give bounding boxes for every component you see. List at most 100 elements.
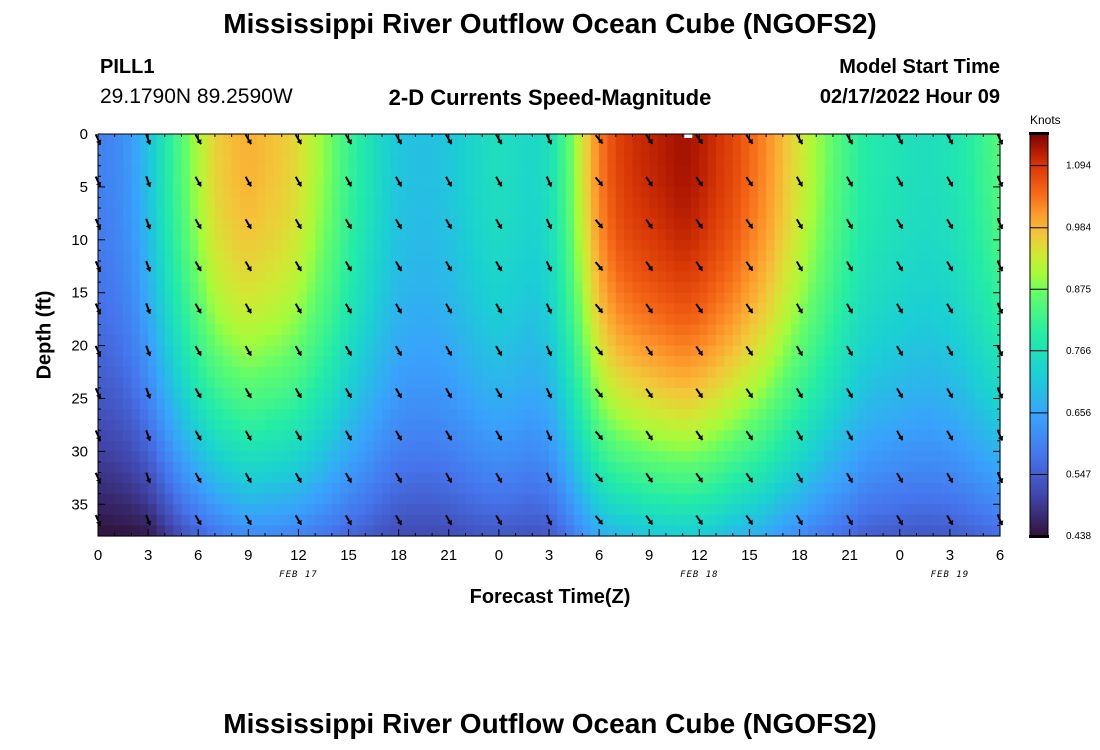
heatmap-cell [866,430,876,442]
heatmap-cell [198,472,208,484]
heatmap-cell [816,282,826,294]
heatmap-cell [757,144,767,156]
current-arrow [695,218,704,229]
heatmap-cell [832,155,842,167]
heatmap-cell [782,229,792,241]
heatmap-cell [532,514,542,527]
heatmap-cell [991,377,1001,389]
current-arrow [594,219,604,229]
heatmap-cell [465,483,475,495]
heatmap-cell [949,260,959,273]
heatmap-cell [757,377,767,389]
heatmap-cell [98,186,107,199]
current-arrow [344,176,353,187]
heatmap-cell [206,250,216,262]
heatmap-cell [323,165,333,177]
heatmap-cell [331,356,341,368]
heatmap-cell [239,186,249,199]
heatmap-cell [640,292,650,304]
heatmap-cell [139,356,149,368]
heatmap-cell [498,514,508,527]
heatmap-cell [123,493,133,505]
heatmap-cell [156,398,166,410]
heatmap-cell [123,229,133,241]
heatmap-cell [523,165,533,177]
heatmap-cell [916,176,926,188]
heatmap-cell [164,493,174,505]
heatmap-cell [807,229,817,241]
heatmap-cell [557,377,567,389]
heatmap-cell [381,208,391,220]
heatmap-cell [607,409,617,421]
heatmap-cell [181,313,191,326]
heatmap-cell [323,155,333,167]
current-arrow [194,387,202,399]
heatmap-cell [674,324,684,336]
heatmap-cell [114,387,124,400]
heatmap-cell [340,282,350,294]
heatmap-cell [599,303,609,315]
heatmap-cell [490,292,500,304]
heatmap-cell [624,419,634,431]
heatmap-cell [699,292,709,304]
heatmap-cell [799,409,809,421]
heatmap-cell [624,271,634,283]
heatmap-cell [866,292,876,304]
heatmap-cell [114,514,124,527]
heatmap-cell [123,504,133,516]
heatmap-cell [624,155,634,167]
heatmap-cell [281,155,291,167]
heatmap-cell [791,525,801,537]
heatmap-cell [732,208,742,220]
heatmap-cell [256,250,266,262]
heatmap-cell [899,303,909,315]
current-arrow [344,387,353,399]
heatmap-cell [866,313,876,326]
heatmap-cell [916,430,926,442]
heatmap-cell [565,176,575,188]
current-arrow [846,430,854,441]
heatmap-cell [607,504,617,516]
heatmap-cell [974,440,984,452]
heatmap-cell [448,292,458,304]
heatmap-cell [607,134,617,146]
heatmap-cell [423,134,433,146]
heatmap-cell [273,239,283,251]
heatmap-cell [490,271,500,283]
heatmap-cell [657,292,667,304]
heatmap-cell [348,282,358,294]
heatmap-cell [891,197,901,209]
heatmap-cell [716,377,725,389]
heatmap-cell [615,218,625,230]
heatmap-cell [732,197,742,209]
heatmap-cell [874,440,884,452]
heatmap-cell [682,208,692,220]
heatmap-cell [498,335,508,347]
heatmap-cell [657,451,667,463]
heatmap-cell [248,345,258,357]
heatmap-cell [490,387,500,400]
heatmap-cell [724,271,734,283]
heatmap-cell [223,493,233,505]
heatmap-cell [239,398,249,410]
heatmap-cell [807,504,817,516]
heatmap-cell [816,483,826,495]
current-arrow [395,345,403,357]
heatmap-cell [824,208,834,220]
heatmap-cell [791,366,801,378]
heatmap-cell [582,324,592,336]
heatmap-cell [373,345,383,357]
heatmap-cell [231,324,241,336]
heatmap-cell [649,430,659,442]
heatmap-cell [883,186,893,199]
heatmap-cell [807,483,817,495]
heatmap-cell [682,165,692,177]
heatmap-cell [958,504,968,516]
heatmap-cell [933,134,943,146]
heatmap-cell [640,345,650,357]
heatmap-cell [298,398,308,410]
heatmap-cell [498,387,508,400]
heatmap-cell [941,440,951,452]
heatmap-cell [98,504,107,516]
heatmap-cell [164,313,174,326]
